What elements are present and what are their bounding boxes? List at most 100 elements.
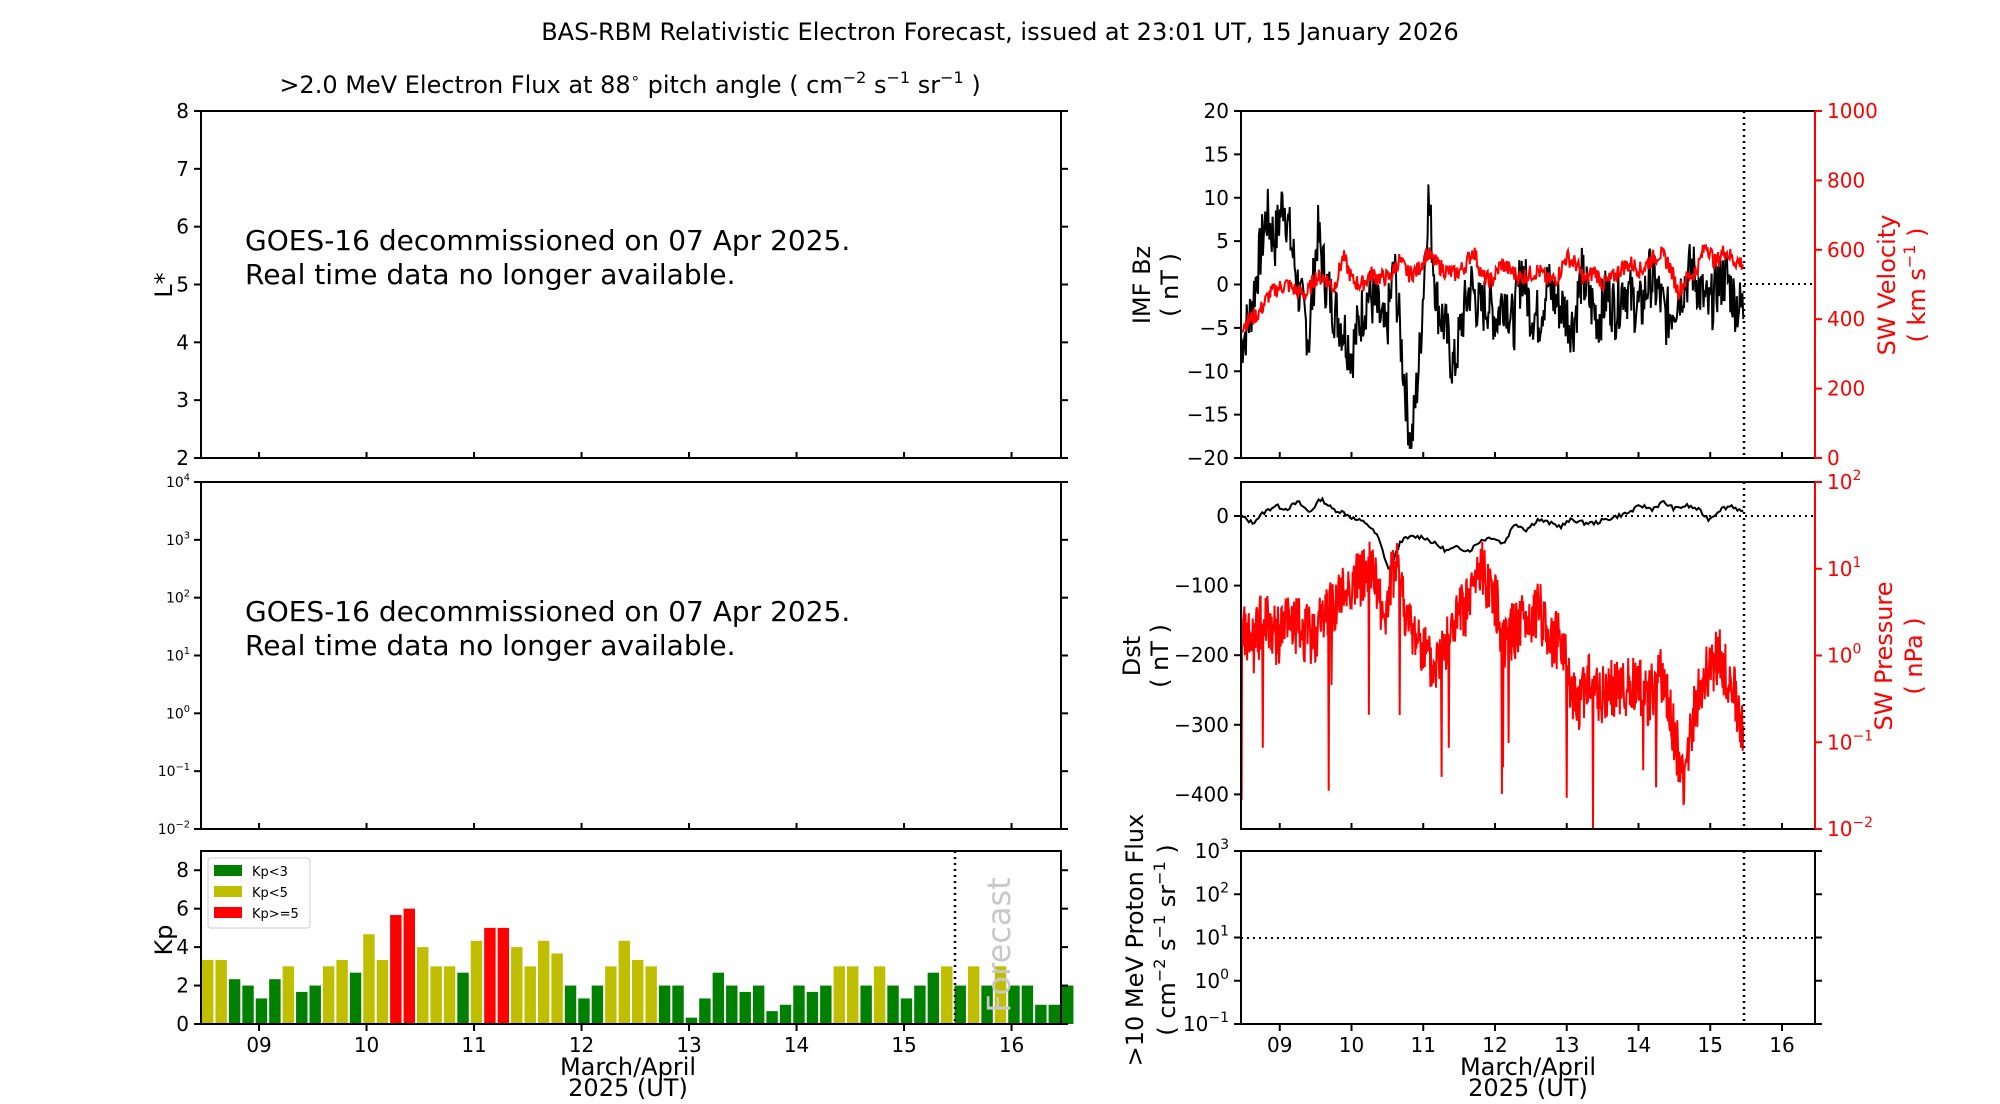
ytick-label: 3 bbox=[176, 388, 189, 412]
kp-bar bbox=[215, 959, 227, 1024]
right-ytick-label: 100 bbox=[1827, 642, 1861, 668]
kp-bar bbox=[699, 998, 711, 1024]
ytick-label: −10 bbox=[1187, 359, 1229, 383]
xtick-label: 12 bbox=[569, 1033, 594, 1057]
ytick-label: −300 bbox=[1174, 713, 1229, 737]
right-ytick-label: 200 bbox=[1827, 377, 1865, 401]
xtick-label: 09 bbox=[246, 1033, 271, 1057]
kp-bar bbox=[511, 947, 523, 1024]
kp-bar bbox=[941, 966, 953, 1024]
kp-ylabel: Kp bbox=[150, 925, 178, 956]
ytick-label: 15 bbox=[1204, 142, 1229, 166]
kp-bar bbox=[833, 966, 845, 1024]
ytick-label: 5 bbox=[1216, 229, 1229, 253]
ytick-label: 100 bbox=[166, 704, 190, 722]
kp-bar bbox=[752, 985, 765, 1024]
kp-bar bbox=[322, 966, 335, 1024]
right-ytick-label: 10−1 bbox=[1827, 728, 1873, 754]
dst-ylabel-line2: ( nT ) bbox=[1146, 624, 1174, 688]
xtick-label: 16 bbox=[1769, 1033, 1794, 1057]
ytick-label: 0 bbox=[1216, 273, 1229, 297]
kp-bar bbox=[1021, 985, 1034, 1024]
kp-bar bbox=[457, 972, 469, 1024]
right-ytick-label: 0 bbox=[1827, 446, 1840, 470]
kp-bar bbox=[376, 959, 389, 1024]
ytick-label: 8 bbox=[176, 99, 189, 123]
xtick-label: 12 bbox=[1482, 1033, 1507, 1057]
proton-xlabel-line2: 2025 (UT) bbox=[1468, 1074, 1588, 1100]
kp-bar bbox=[900, 998, 913, 1024]
kp-bar bbox=[282, 966, 295, 1024]
imf-ylabel-line2: ( nT ) bbox=[1156, 253, 1184, 317]
ytick-label: 10−1 bbox=[1183, 1010, 1229, 1036]
kp-bar bbox=[430, 966, 442, 1024]
kp-bar bbox=[766, 1011, 778, 1024]
ytick-label: −200 bbox=[1174, 643, 1229, 667]
flux-lstar-yticks: 2 3 4 5 6 7 8 bbox=[176, 99, 1068, 470]
right-ytick-label: 800 bbox=[1827, 168, 1865, 192]
kp-bar bbox=[887, 985, 899, 1024]
flux-geo-message-line2: Real time data no longer available. bbox=[245, 629, 736, 662]
flux-lstar-message-line1: GOES-16 decommissioned on 07 Apr 2025. bbox=[245, 224, 850, 257]
flux-geo-xticks bbox=[258, 823, 1013, 829]
xtick-label: 14 bbox=[1626, 1033, 1651, 1057]
kp-bar bbox=[537, 940, 550, 1024]
ytick-label: 4 bbox=[176, 935, 189, 959]
ytick-label: 2 bbox=[176, 974, 189, 998]
xtick-label: 10 bbox=[354, 1033, 379, 1057]
kp-bar bbox=[645, 966, 657, 1024]
imf-xticks bbox=[1278, 452, 1783, 458]
kp-legend-swatch-high bbox=[214, 907, 242, 918]
kp-bar bbox=[914, 985, 926, 1024]
ytick-label: 0 bbox=[176, 1012, 189, 1036]
kp-xlabel-line1: March/April bbox=[560, 1053, 696, 1081]
ytick-label: 6 bbox=[176, 897, 189, 921]
kp-legend: Kp<3 Kp<5 Kp>=5 bbox=[207, 857, 311, 929]
flux-lstar-ylabel: L* bbox=[150, 272, 178, 297]
ytick-label: 10 bbox=[1204, 186, 1229, 210]
kp-bar bbox=[712, 972, 725, 1024]
right-ytick-label: 600 bbox=[1827, 238, 1865, 262]
dst-right-yticks: 102 101 100 10−1 10−2 bbox=[1815, 468, 1873, 841]
kp-bar bbox=[578, 998, 590, 1024]
kp-bar bbox=[591, 985, 604, 1024]
kp-bar bbox=[296, 991, 308, 1024]
proton-xticks: 09 10 11 12 13 14 15 16 bbox=[1267, 1024, 1795, 1057]
kp-bar bbox=[349, 972, 362, 1024]
kp-bar bbox=[363, 934, 375, 1024]
kp-bar bbox=[484, 927, 496, 1024]
kp-bar bbox=[551, 953, 563, 1024]
kp-bar bbox=[793, 985, 805, 1024]
xtick-label: 09 bbox=[1267, 1033, 1292, 1057]
ytick-label: 103 bbox=[166, 531, 190, 549]
kp-bars bbox=[202, 908, 1074, 1024]
kp-bar bbox=[443, 966, 456, 1024]
kp-bar bbox=[873, 966, 886, 1024]
proton-ylabel-line1: >10 MeV Proton Flux bbox=[1121, 814, 1149, 1067]
dst-right-ylabel-line2: ( nPa ) bbox=[1900, 617, 1928, 694]
right-ytick-label: 400 bbox=[1827, 307, 1865, 331]
right-ytick-label: 1000 bbox=[1827, 99, 1878, 123]
kp-bar bbox=[497, 927, 510, 1024]
ytick-label: 20 bbox=[1204, 99, 1229, 123]
xtick-label: 14 bbox=[784, 1033, 809, 1057]
right-ytick-label: 102 bbox=[1827, 468, 1861, 494]
ytick-label: 100 bbox=[1195, 967, 1229, 993]
kp-legend-label-low: Kp<3 bbox=[252, 865, 288, 880]
kp-bar bbox=[1035, 1004, 1047, 1024]
ytick-label: 102 bbox=[166, 588, 190, 606]
kp-bar bbox=[1048, 1004, 1060, 1024]
dst-yticks: 0 −100 −200 −300 −400 bbox=[1174, 504, 1241, 806]
kp-bar bbox=[417, 947, 429, 1024]
ytick-label: 7 bbox=[176, 157, 189, 181]
kp-bar bbox=[564, 985, 577, 1024]
kp-bar bbox=[967, 966, 980, 1024]
ytick-label: 101 bbox=[1195, 924, 1229, 950]
flux-geo-message-line1: GOES-16 decommissioned on 07 Apr 2025. bbox=[245, 595, 850, 628]
flux-geo-panel: 10−2 10−1 100 101 102 103 104 GOES-16 decommis… bbox=[158, 473, 1068, 838]
dst-series-line bbox=[1240, 496, 1744, 570]
proton-ylabel-line2: ( cm−2 s−1 sr−1 ) bbox=[1150, 844, 1181, 1036]
